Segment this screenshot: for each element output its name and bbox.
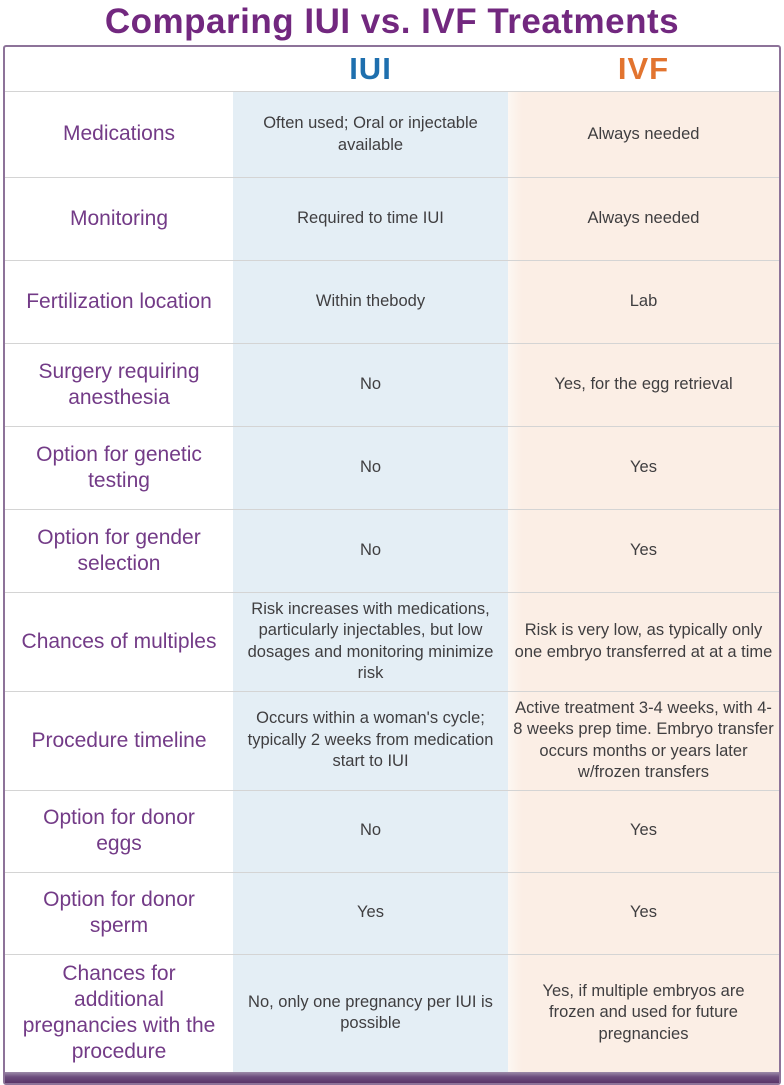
- ivf-cell: Risk is very low, as typically only one …: [508, 593, 779, 691]
- ivf-cell: Lab: [508, 261, 779, 343]
- ivf-cell: Yes: [508, 510, 779, 592]
- table-row-donor-eggs: Option for donor eggs No Yes: [5, 789, 779, 872]
- column-header-iui: IUI: [349, 51, 392, 86]
- iui-cell: Often used; Oral or injectable available: [233, 92, 508, 177]
- table-row-gender-selection: Option for gender selection No Yes: [5, 509, 779, 592]
- row-label: Option for donor sperm: [5, 872, 233, 954]
- iui-cell: No, only one pregnancy per IUI is possib…: [233, 954, 508, 1072]
- iui-cell: Occurs within a woman's cycle; typically…: [233, 691, 508, 790]
- ivf-cell: Yes: [508, 872, 779, 954]
- row-label: Chances for additional pregnancies with …: [5, 954, 233, 1072]
- page-title: Comparing IUI vs. IVF Treatments: [104, 2, 680, 41]
- column-header-ivf: IVF: [617, 51, 670, 86]
- iui-cell: No: [233, 790, 508, 872]
- row-label: Fertilization location: [5, 261, 233, 343]
- ivf-cell: Yes, for the egg retrieval: [508, 344, 779, 426]
- iui-cell: Risk increases with medications, particu…: [233, 593, 508, 691]
- ivf-cell: Active treatment 3-4 weeks, with 4-8 wee…: [508, 691, 779, 790]
- header-empty-cell: [5, 47, 233, 91]
- row-label: Option for gender selection: [5, 510, 233, 592]
- iui-cell: No: [233, 510, 508, 592]
- bottom-accent-bar: [5, 1071, 779, 1083]
- iui-cell: Within thebody: [233, 261, 508, 343]
- row-label: Surgery requiring anesthesia: [5, 344, 233, 426]
- table-header-row: IUI IVF: [5, 47, 779, 91]
- table-row-genetic-testing: Option for genetic testing No Yes: [5, 426, 779, 509]
- table-row-fertilization-location: Fertilization location Within thebody La…: [5, 260, 779, 343]
- ivf-cell: Yes: [508, 427, 779, 509]
- row-label: Option for donor eggs: [5, 790, 233, 872]
- row-label: Medications: [5, 92, 233, 177]
- comparison-table: IUI IVF Medications Often used; Oral or …: [3, 45, 781, 1085]
- ivf-cell: Always needed: [508, 92, 779, 177]
- table-row-surgery-anesthesia: Surgery requiring anesthesia No Yes, for…: [5, 343, 779, 426]
- row-label: Option for genetic testing: [5, 427, 233, 509]
- table-row-donor-sperm: Option for donor sperm Yes Yes: [5, 871, 779, 954]
- row-label: Monitoring: [5, 178, 233, 260]
- ivf-cell: Yes, if multiple embryos are frozen and …: [508, 954, 779, 1072]
- row-label: Chances of multiples: [5, 593, 233, 691]
- table-row-procedure-timeline: Procedure timeline Occurs within a woman…: [5, 690, 779, 790]
- ivf-cell: Yes: [508, 790, 779, 872]
- iui-cell: No: [233, 427, 508, 509]
- row-label: Procedure timeline: [5, 691, 233, 790]
- table-row-additional-pregnancies: Chances for additional pregnancies with …: [5, 953, 779, 1072]
- table-row-chances-of-multiples: Chances of multiples Risk increases with…: [5, 592, 779, 691]
- ivf-cell: Always needed: [508, 178, 779, 260]
- iui-cell: Required to time IUI: [233, 178, 508, 260]
- table-row-monitoring: Monitoring Required to time IUI Always n…: [5, 177, 779, 260]
- iui-cell: Yes: [233, 872, 508, 954]
- iui-cell: No: [233, 344, 508, 426]
- table-row-medications: Medications Often used; Oral or injectab…: [5, 91, 779, 177]
